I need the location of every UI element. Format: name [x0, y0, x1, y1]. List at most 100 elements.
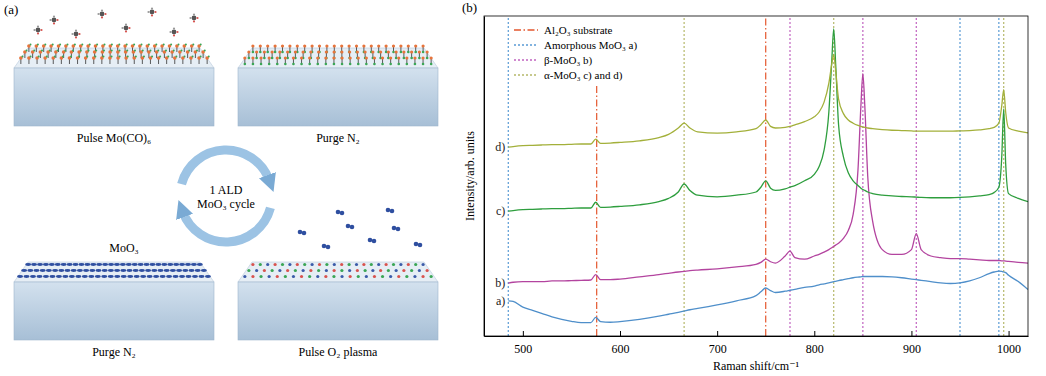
surface-film [185, 263, 191, 266]
precursor-molecule [75, 36, 77, 38]
surface-molecule [81, 44, 83, 46]
surface-molecule [325, 57, 328, 60]
surface-molecule [259, 44, 262, 47]
precursor-molecule [176, 31, 178, 33]
precursor-molecule [101, 16, 103, 18]
surface-film [120, 269, 126, 272]
surface-film [102, 263, 108, 266]
x-axis-title: Raman shift/cm⁻¹ [713, 359, 800, 373]
precursor-molecule [33, 29, 35, 31]
surface-molecule [395, 269, 398, 272]
surface-film [49, 263, 55, 266]
surface-molecule [410, 269, 413, 272]
surface-film [173, 275, 179, 278]
surface-film [43, 263, 49, 266]
oxygen-molecule [302, 231, 307, 236]
surface-film [58, 269, 64, 272]
surface-molecule [101, 50, 105, 54]
y-axis [484, 17, 485, 337]
spectrum-line [508, 74, 1028, 284]
surface-molecule [170, 44, 172, 46]
surface-molecule [365, 63, 368, 66]
surface-molecule [35, 56, 39, 60]
curve-label: a) [496, 294, 505, 308]
surface-molecule [292, 275, 295, 278]
surface-film [84, 263, 90, 266]
surface-molecule [148, 44, 150, 46]
precursor-molecule [56, 19, 58, 21]
surface-molecule [303, 44, 306, 47]
surface-molecule [373, 275, 376, 278]
reference-line [508, 16, 509, 336]
precursor-molecule [75, 29, 77, 31]
surface-molecule [389, 63, 392, 66]
surface-molecule [260, 63, 263, 66]
surface-molecule [292, 56, 295, 59]
surface-molecule [284, 56, 287, 59]
precursor-molecule [173, 27, 175, 29]
surface-molecule [146, 44, 150, 48]
surface-molecule [243, 275, 246, 278]
surface-molecule [357, 56, 360, 59]
surface-molecule [155, 50, 159, 54]
surface-molecule [348, 269, 351, 272]
surface-molecule [370, 263, 373, 266]
surface-film [101, 275, 107, 278]
surface-molecule [405, 275, 408, 278]
surface-film [155, 263, 161, 266]
precursor-molecule [36, 28, 41, 33]
surface-molecule [252, 51, 255, 54]
legend-label: β-MoO₃ b) [544, 54, 593, 67]
precursor-molecule [193, 13, 195, 15]
surface-molecule [340, 56, 343, 59]
surface-molecule [143, 56, 145, 58]
surface-molecule [64, 50, 66, 52]
surface-molecule [197, 56, 201, 60]
legend-swatch [514, 74, 538, 76]
surface-molecule [340, 269, 343, 272]
surface-molecule [356, 269, 359, 272]
surface-film [173, 263, 179, 266]
surface-molecule [387, 269, 390, 272]
surface-molecule [19, 56, 23, 60]
surface-molecule [406, 63, 409, 66]
process-step: Pulse O₂ plasma [238, 208, 438, 359]
substrate-front [238, 282, 438, 340]
tick-label: 800 [806, 342, 824, 356]
surface-molecule [57, 44, 61, 48]
surface-molecule [410, 50, 413, 53]
surface-molecule [300, 56, 303, 59]
surface-film [75, 275, 81, 278]
surface-molecule [173, 50, 175, 52]
surface-molecule [311, 263, 314, 266]
surface-film [205, 275, 211, 278]
oxygen-molecule [350, 225, 355, 230]
surface-molecule [333, 50, 336, 53]
surface-molecule [357, 275, 360, 278]
surface-film [134, 275, 140, 278]
surface-molecule [274, 44, 277, 47]
surface-molecule [46, 56, 48, 58]
surface-molecule [395, 50, 398, 53]
surface-molecule [139, 50, 143, 54]
surface-film [36, 275, 42, 278]
surface-molecule [68, 56, 72, 60]
surface-film [161, 263, 167, 266]
tick-label: 700 [709, 342, 727, 356]
surface-film [197, 263, 203, 266]
diagram-panel: (a)Pulse Mo(CO)₆Purge N₂Pulse O₂ plasmaP… [4, 2, 438, 359]
surface-molecule [96, 44, 98, 46]
surface-molecule [418, 57, 421, 60]
chart-panel: a)b)c)d)5006007008009001000Raman shift/c… [462, 0, 1029, 373]
surface-molecule [116, 44, 120, 48]
surface-film [186, 275, 192, 278]
surface-molecule [72, 44, 76, 48]
surface-molecule [389, 56, 392, 59]
surface-molecule [185, 44, 187, 46]
reference-line [862, 16, 863, 336]
surface-molecule [41, 50, 43, 52]
surface-molecule [255, 57, 258, 60]
surface-film [27, 269, 33, 272]
surface-film [132, 263, 138, 266]
oxygen-molecule [396, 227, 401, 232]
